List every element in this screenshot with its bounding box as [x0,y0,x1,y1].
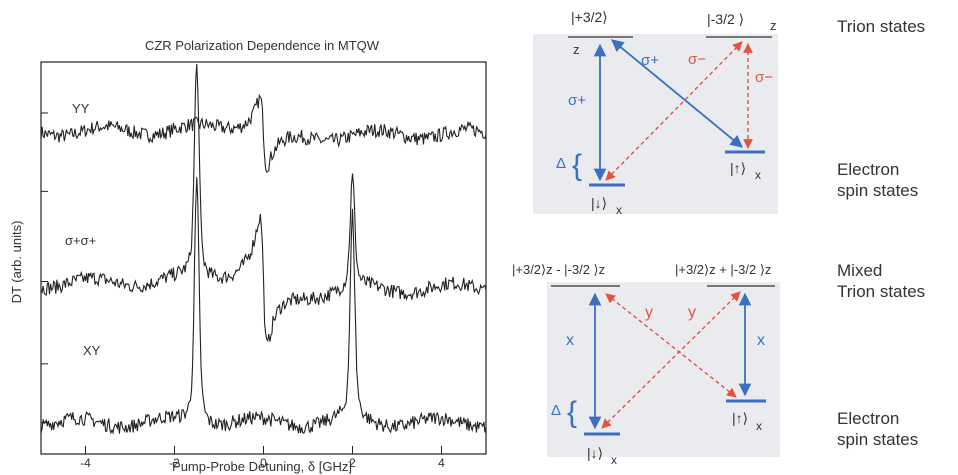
label-electron-spin-bottom: Electron spin states [837,409,919,449]
bottom-lower-left-sub: x [611,453,617,467]
bottom-upper-right-state: |+3/2⟩z + |-3/2 ⟩z [675,262,771,277]
bottom-label-cross-1: y [645,304,653,321]
label-electron-spin-top: Electron spin states [837,160,919,200]
top-upper-right-state: |-3/2 ⟩ [707,11,744,27]
bottom-label-cross-2: y [688,304,696,321]
top-upper-left-sub: z [573,42,580,57]
series-label-sigma: σ+σ+ [65,233,96,248]
top-label-diagonal: σ+ [641,52,659,69]
top-lower-left-sub: x [616,203,622,217]
diagram-top: |+3/2⟩ z |-3/2 ⟩ z σ+ σ+ σ− σ− |↑⟩ x |↓⟩… [533,9,778,217]
diagram-bottom: |+3/2⟩z - |-3/2 ⟩z |+3/2⟩z + |-3/2 ⟩z x … [512,262,780,467]
bottom-lower-left-state: |↓⟩ [587,445,603,461]
bottom-brace: { [567,396,577,429]
trace-xy [40,177,487,435]
top-lower-right-state: |↑⟩ [730,160,746,176]
top-label-left-vertical: σ+ [568,92,586,109]
top-label-right-vertical: σ− [755,69,773,86]
y-axis-label: DT (arb. units) [9,221,24,304]
x-axis-ticks: -4 -2 0 2 4 [80,446,445,470]
label-mixed-trion: Mixed Trion states [837,261,926,301]
x-tick-label: -2 [169,456,180,470]
top-brace: { [572,149,582,182]
x-axis-label: Pump-Probe Detuning, δ [GHz] [172,459,352,474]
bottom-arrow-cross-2 [601,291,741,429]
top-delta: Δ [556,155,566,172]
top-label-cross: σ− [688,51,706,68]
chart-title: CZR Polarization Dependence in MTQW [145,38,380,53]
x-tick-label: 4 [438,456,445,470]
series-label-yy: YY [72,101,90,116]
series-label-xy: XY [83,343,101,358]
bottom-lower-right-sub: x [756,419,762,433]
x-tick-label: 0 [260,456,267,470]
bottom-label-right-vertical: x [757,332,765,349]
plot-frame [40,61,487,455]
top-lower-right-sub: x [755,168,761,182]
trace-yy [40,93,487,173]
chart: CZR Polarization Dependence in MTQW -4 -2… [9,38,487,474]
bottom-label-left-vertical: x [566,332,574,349]
bottom-delta: Δ [551,402,561,419]
x-tick-label: 2 [349,456,356,470]
traces [40,63,487,435]
bottom-lower-right-state: |↑⟩ [732,410,748,426]
top-lower-left-state: |↓⟩ [591,195,607,211]
top-arrow-cross [605,41,743,181]
bottom-upper-left-state: |+3/2⟩z - |-3/2 ⟩z [512,262,605,277]
top-upper-left-state: |+3/2⟩ [571,9,608,25]
y-axis-ticks [41,112,48,424]
trace-sigma-sigma [40,63,487,343]
x-tick-label: -4 [80,456,91,470]
top-upper-right-sub: z [770,18,777,33]
label-trion-states: Trion states [837,17,926,36]
